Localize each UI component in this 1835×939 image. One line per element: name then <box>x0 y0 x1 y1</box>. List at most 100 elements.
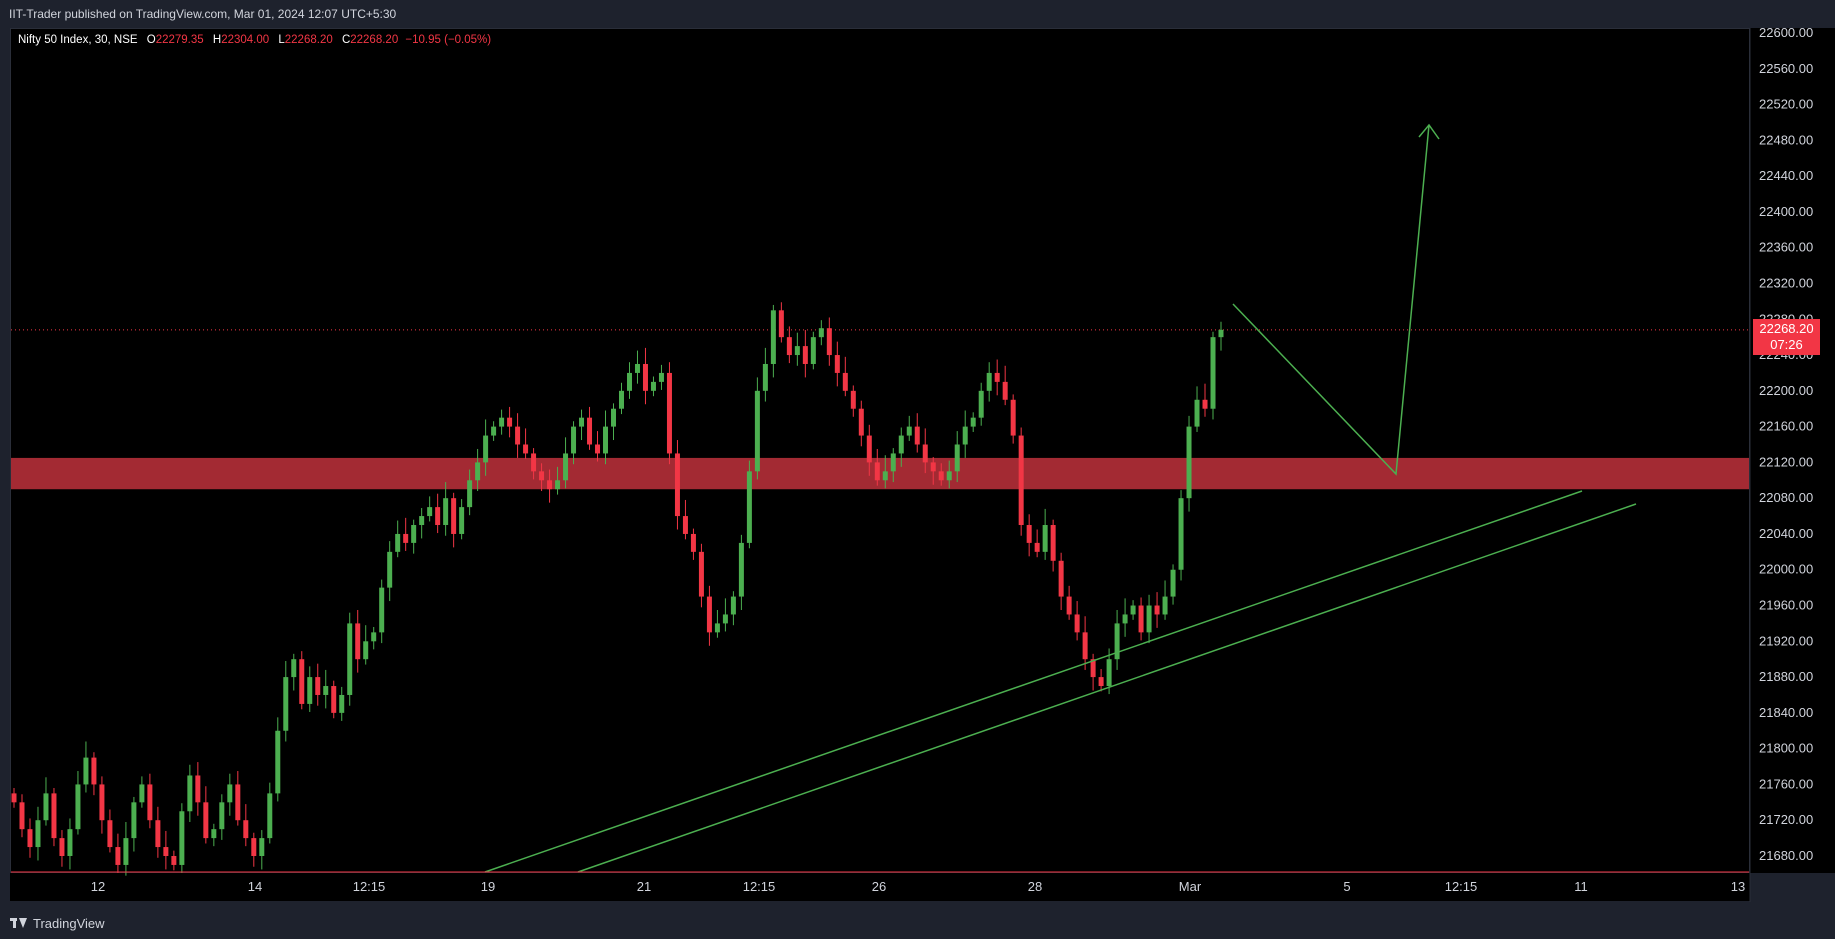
candle-body <box>1090 659 1096 678</box>
candle-body <box>283 677 289 731</box>
price-tick-label: 22560.00 <box>1759 61 1813 76</box>
chart-pane[interactable] <box>10 28 1750 873</box>
candle-body <box>35 820 41 848</box>
candle-body <box>219 802 225 830</box>
candle-body <box>27 829 33 848</box>
projection-path <box>1232 124 1430 476</box>
candle-body <box>595 444 601 454</box>
candle-body <box>1162 596 1168 615</box>
time-tick-label: 12:15 <box>1445 879 1478 894</box>
publisher-text: IIT-Trader published on TradingView.com,… <box>9 7 397 21</box>
time-tick-label: 12:15 <box>743 879 776 894</box>
candle-body <box>1074 614 1080 633</box>
price-tick-label: 21760.00 <box>1759 776 1813 791</box>
candle-body <box>91 757 97 785</box>
candle-body <box>698 551 704 597</box>
candle-body <box>762 363 768 391</box>
time-tick-label: 12 <box>91 879 105 894</box>
candle-body <box>467 480 473 508</box>
candle-body <box>275 730 281 794</box>
time-axis[interactable] <box>10 873 1750 901</box>
time-tick-label: 5 <box>1343 879 1350 894</box>
candle-body <box>155 820 161 848</box>
candle-body <box>355 623 361 660</box>
open-value: 22279.35 <box>155 34 204 46</box>
candle-body <box>722 614 728 624</box>
time-tick-label: 11 <box>1574 879 1588 894</box>
candle-body <box>906 426 912 436</box>
open-label: O <box>146 34 156 46</box>
candle-body <box>115 847 121 865</box>
candle-body <box>730 596 736 615</box>
candle-body <box>243 820 249 839</box>
candle-body <box>826 328 832 356</box>
price-tick-label: 22000.00 <box>1759 562 1813 577</box>
candle-body <box>83 757 89 785</box>
candle-body <box>483 435 489 463</box>
candle-body <box>1146 605 1152 633</box>
trendline-lower <box>577 503 1637 873</box>
candle-body <box>642 363 648 391</box>
candle-body <box>227 784 233 803</box>
candle-body <box>531 453 537 472</box>
candle-body <box>267 793 273 839</box>
low-label: L <box>278 34 285 46</box>
time-tick-label: 13 <box>1731 879 1745 894</box>
price-tick-label: 22600.00 <box>1759 25 1813 40</box>
candle-body <box>307 677 313 704</box>
high-label: H <box>212 34 222 46</box>
candle-body <box>1042 525 1048 552</box>
candle-body <box>107 820 113 848</box>
publisher-bar: IIT-Trader published on TradingView.com,… <box>0 0 1835 28</box>
tradingview-logo[interactable]: TradingView <box>10 916 105 931</box>
candle-body <box>123 838 129 865</box>
candle-body <box>387 551 393 588</box>
candle-body <box>890 453 896 472</box>
candle-body <box>1170 569 1176 597</box>
price-tick-label: 21920.00 <box>1759 633 1813 648</box>
candle-body <box>299 659 305 704</box>
candle-body <box>1010 399 1016 436</box>
candle-body <box>946 471 952 481</box>
candle-body <box>1082 632 1088 660</box>
candle-body <box>1058 560 1064 597</box>
candle-body <box>419 516 425 526</box>
candle-body <box>1218 329 1224 338</box>
candle-body <box>1122 614 1128 624</box>
price-axis[interactable] <box>1750 28 1835 873</box>
candle-body <box>1202 399 1208 409</box>
price-tick-label: 22120.00 <box>1759 454 1813 469</box>
price-tick-label: 22200.00 <box>1759 383 1813 398</box>
candle-body <box>571 426 577 454</box>
candle-body <box>147 784 153 821</box>
candle-body <box>211 829 217 839</box>
candle-body <box>626 372 632 391</box>
candle-body <box>323 686 329 695</box>
candle-body <box>427 507 433 517</box>
candle-body <box>59 838 65 856</box>
candle-body <box>339 694 345 713</box>
candle-body <box>395 533 401 552</box>
candle-body <box>99 784 105 821</box>
candle-body <box>1154 605 1160 615</box>
candle-body <box>690 533 696 552</box>
candle-body <box>834 355 840 373</box>
candle-body <box>603 426 609 454</box>
candle-body <box>714 623 720 633</box>
candle-body <box>794 346 800 356</box>
candle-body <box>171 856 177 865</box>
price-tick-label: 21880.00 <box>1759 669 1813 684</box>
price-tick-label: 22040.00 <box>1759 526 1813 541</box>
candle-body <box>1178 498 1184 570</box>
time-tick-label: 14 <box>248 879 262 894</box>
candle-body <box>67 829 73 856</box>
projection-arrowhead <box>1418 123 1440 140</box>
candle-body <box>986 372 992 391</box>
candle-body <box>587 417 593 445</box>
candle-body <box>978 390 984 418</box>
candle-body <box>970 417 976 427</box>
last-price-value: 22268.20 <box>1759 321 1814 336</box>
candle-body <box>1106 659 1112 687</box>
trendline-upper <box>484 490 1583 873</box>
